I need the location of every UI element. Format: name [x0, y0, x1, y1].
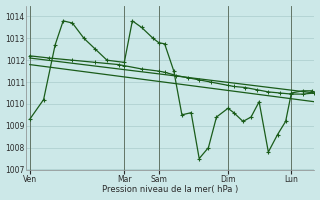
X-axis label: Pression niveau de la mer( hPa ): Pression niveau de la mer( hPa )	[102, 185, 238, 194]
